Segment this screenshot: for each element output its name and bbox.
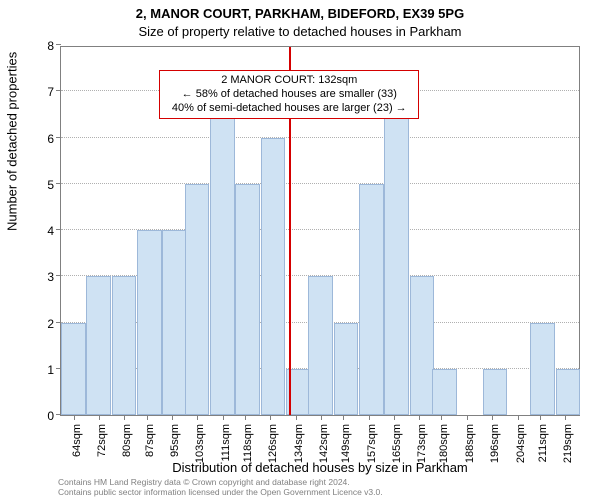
x-tick-mark bbox=[172, 415, 173, 420]
x-tick-label: 173sqm bbox=[416, 424, 428, 464]
y-tick-mark bbox=[56, 229, 61, 230]
footer-line-2: Contains public sector information licen… bbox=[58, 488, 383, 498]
footer-attribution: Contains HM Land Registry data © Crown c… bbox=[58, 478, 383, 498]
y-tick-label: 5 bbox=[14, 178, 54, 192]
histogram-bar bbox=[137, 230, 162, 415]
x-tick-label: 111sqm bbox=[220, 424, 232, 464]
histogram-bar bbox=[556, 369, 581, 415]
x-tick-label: 103sqm bbox=[194, 424, 206, 464]
x-tick-mark bbox=[565, 415, 566, 420]
x-tick-label: 72sqm bbox=[96, 424, 108, 464]
x-tick-label: 118sqm bbox=[242, 424, 254, 464]
y-tick-mark bbox=[56, 44, 61, 45]
x-tick-label: 95sqm bbox=[169, 424, 181, 464]
y-tick-label: 4 bbox=[14, 224, 54, 238]
x-tick-mark bbox=[467, 415, 468, 420]
x-tick-label: 134sqm bbox=[293, 424, 305, 464]
chart-title-main: 2, MANOR COURT, PARKHAM, BIDEFORD, EX39 … bbox=[0, 6, 600, 21]
y-tick-mark bbox=[56, 137, 61, 138]
histogram-bar bbox=[86, 276, 111, 415]
chart-container: 2, MANOR COURT, PARKHAM, BIDEFORD, EX39 … bbox=[0, 0, 600, 500]
x-tick-mark bbox=[74, 415, 75, 420]
histogram-bar bbox=[185, 184, 210, 415]
histogram-bar bbox=[210, 91, 235, 415]
x-tick-mark bbox=[321, 415, 322, 420]
histogram-bar bbox=[359, 184, 384, 415]
histogram-bar bbox=[61, 323, 86, 416]
y-tick-label: 3 bbox=[14, 270, 54, 284]
histogram-bar bbox=[308, 276, 333, 415]
y-tick-label: 1 bbox=[14, 363, 54, 377]
y-tick-label: 8 bbox=[14, 39, 54, 53]
y-tick-label: 0 bbox=[14, 409, 54, 423]
annotation-box: 2 MANOR COURT: 132sqm← 58% of detached h… bbox=[159, 70, 419, 119]
histogram-bar bbox=[483, 369, 508, 415]
x-tick-mark bbox=[540, 415, 541, 420]
x-tick-mark bbox=[441, 415, 442, 420]
annotation-line-1: 2 MANOR COURT: 132sqm bbox=[166, 74, 412, 88]
histogram-bar bbox=[162, 230, 187, 415]
gridline-h bbox=[61, 183, 579, 184]
histogram-bar bbox=[530, 323, 555, 416]
x-tick-mark bbox=[270, 415, 271, 420]
annotation-line-3: 40% of semi-detached houses are larger (… bbox=[166, 102, 412, 116]
x-tick-mark bbox=[394, 415, 395, 420]
x-tick-mark bbox=[492, 415, 493, 420]
x-tick-label: 180sqm bbox=[438, 424, 450, 464]
histogram-bar bbox=[261, 138, 286, 416]
histogram-bar bbox=[384, 91, 409, 415]
histogram-bar bbox=[410, 276, 435, 415]
gridline-h bbox=[61, 137, 579, 138]
x-tick-label: 204sqm bbox=[515, 424, 527, 464]
x-tick-mark bbox=[197, 415, 198, 420]
y-tick-label: 7 bbox=[14, 85, 54, 99]
histogram-bar bbox=[235, 184, 260, 415]
x-tick-label: 157sqm bbox=[366, 424, 378, 464]
annotation-line-2: ← 58% of detached houses are smaller (33… bbox=[166, 88, 412, 102]
y-tick-label: 2 bbox=[14, 317, 54, 331]
x-tick-label: 149sqm bbox=[340, 424, 352, 464]
x-tick-label: 87sqm bbox=[144, 424, 156, 464]
x-tick-label: 196sqm bbox=[489, 424, 501, 464]
x-tick-mark bbox=[369, 415, 370, 420]
plot-area: 2 MANOR COURT: 132sqm← 58% of detached h… bbox=[60, 46, 580, 416]
x-tick-label: 211sqm bbox=[537, 424, 549, 464]
x-tick-mark bbox=[147, 415, 148, 420]
x-tick-mark bbox=[245, 415, 246, 420]
x-tick-mark bbox=[419, 415, 420, 420]
x-tick-mark bbox=[99, 415, 100, 420]
x-tick-mark bbox=[223, 415, 224, 420]
x-tick-label: 142sqm bbox=[318, 424, 330, 464]
y-tick-mark bbox=[56, 183, 61, 184]
x-tick-label: 165sqm bbox=[391, 424, 403, 464]
x-tick-label: 64sqm bbox=[71, 424, 83, 464]
histogram-bar bbox=[334, 323, 359, 416]
chart-title-sub: Size of property relative to detached ho… bbox=[0, 24, 600, 39]
x-tick-label: 126sqm bbox=[267, 424, 279, 464]
x-tick-mark bbox=[296, 415, 297, 420]
x-tick-label: 219sqm bbox=[562, 424, 574, 464]
x-tick-mark bbox=[518, 415, 519, 420]
y-tick-mark bbox=[56, 275, 61, 276]
y-tick-label: 6 bbox=[14, 132, 54, 146]
x-tick-mark bbox=[124, 415, 125, 420]
histogram-bar bbox=[432, 369, 457, 415]
x-tick-label: 80sqm bbox=[121, 424, 133, 464]
y-tick-mark bbox=[56, 90, 61, 91]
x-tick-label: 188sqm bbox=[464, 424, 476, 464]
histogram-bar bbox=[112, 276, 137, 415]
x-tick-mark bbox=[343, 415, 344, 420]
